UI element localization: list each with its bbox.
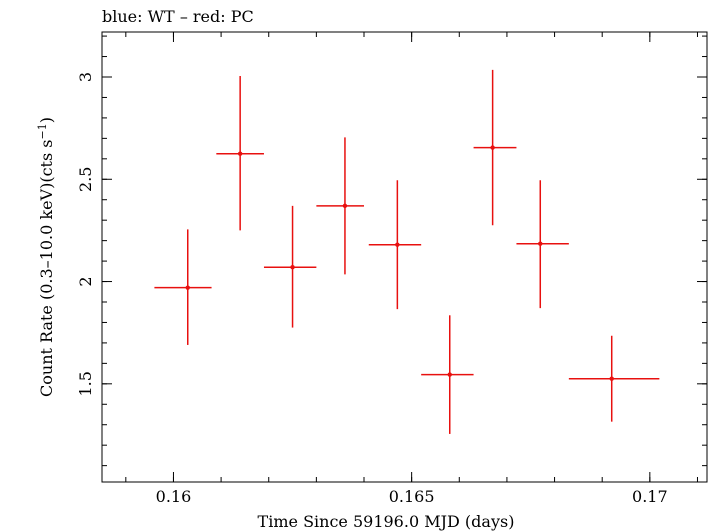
data-marker — [447, 372, 452, 377]
x-axis-label: Time Since 59196.0 MJD (days) — [258, 512, 515, 531]
data-point — [216, 75, 264, 231]
x-tick-label: 0.165 — [389, 487, 435, 506]
data-marker — [237, 151, 243, 156]
data-marker — [609, 376, 614, 381]
data-point — [568, 335, 660, 422]
y-axis-label-main: Count Rate (0.3–10.0 keV)(cts s — [37, 140, 56, 397]
tick-labels: 0.16 0.165 0.17 1.5 2 2.5 3 — [76, 72, 668, 506]
data-marks — [154, 69, 660, 434]
data-marker — [490, 145, 495, 150]
data-point — [473, 69, 517, 226]
data-point — [368, 180, 422, 310]
y-axis-label: Count Rate (0.3–10.0 keV)(cts s−1) — [36, 117, 56, 397]
y-tick-label: 2 — [76, 276, 95, 286]
plot-frame — [101, 31, 708, 483]
y-tick-label: 3 — [76, 72, 95, 82]
data-point — [421, 315, 474, 434]
y-tick-label: 1.5 — [76, 371, 95, 396]
y-axis-label-sup: −1 — [36, 123, 49, 139]
axis-ticks — [102, 32, 707, 482]
data-marker — [342, 203, 348, 209]
y-tick-label: 2.5 — [76, 167, 95, 192]
data-point — [154, 229, 212, 345]
data-marker — [290, 265, 295, 270]
x-tick-label: 0.16 — [156, 487, 192, 506]
data-point — [316, 137, 365, 275]
chart-title: blue: WT – red: PC — [102, 7, 254, 26]
x-tick-label: 0.17 — [632, 487, 668, 506]
y-axis-label-close: ) — [37, 117, 56, 123]
data-point — [263, 205, 317, 328]
data-marker — [185, 285, 190, 290]
data-point — [516, 180, 569, 309]
data-marker — [538, 241, 543, 246]
data-marker — [395, 242, 400, 247]
